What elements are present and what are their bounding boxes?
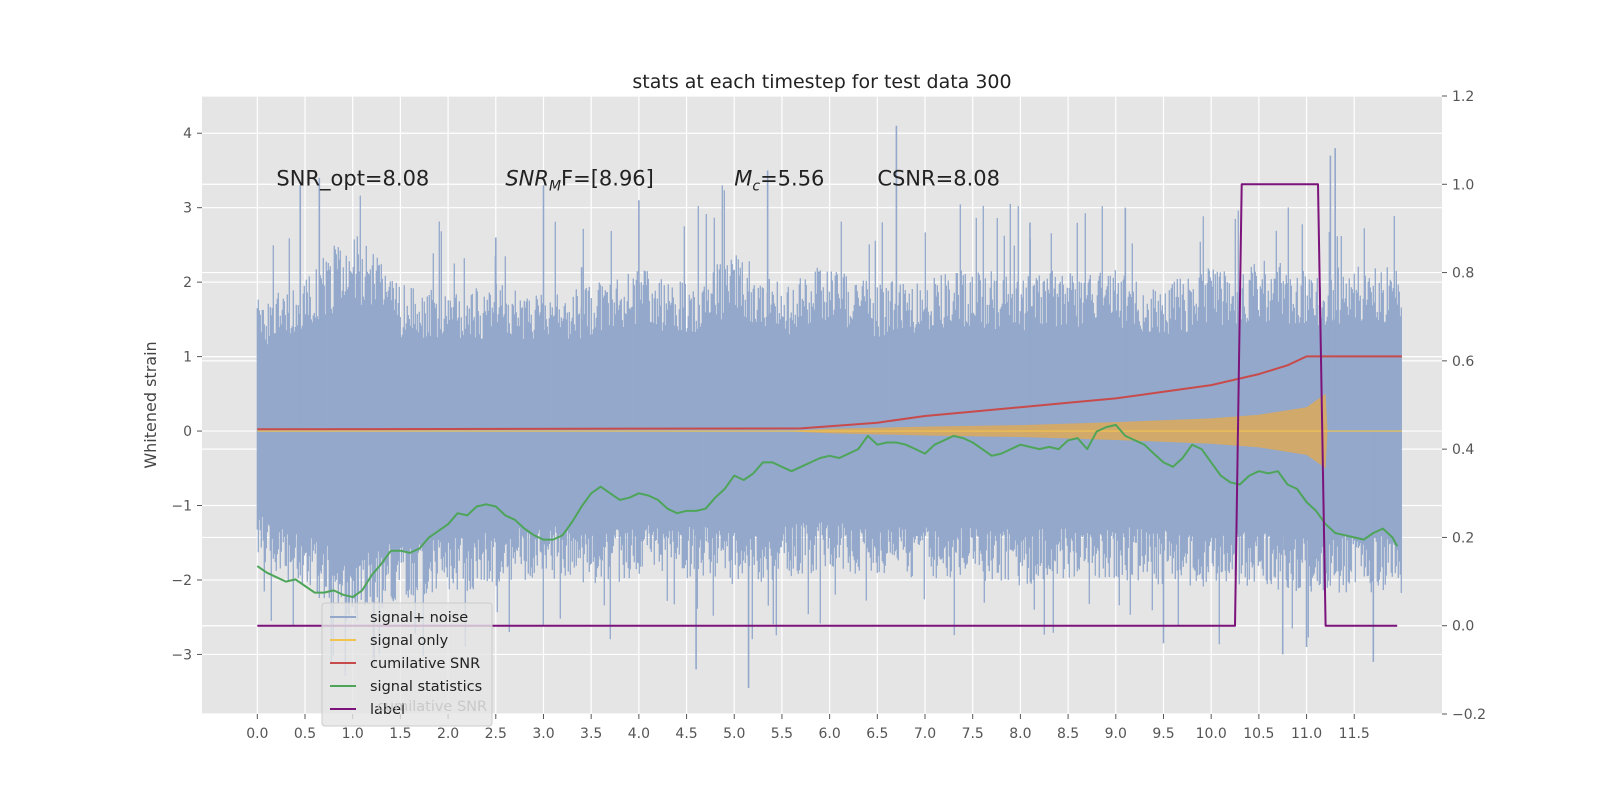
legend: signal+ noise signal only cumilative SNR si… — [321, 602, 493, 727]
x-tick-label: 4.0 — [628, 726, 650, 742]
x-tick-label: 6.5 — [866, 726, 888, 742]
chart-title: stats at each timestep for test data 300 — [632, 71, 1011, 93]
x-tick-label: 10.5 — [1243, 726, 1274, 742]
annotation-main: M — [734, 166, 752, 190]
y2-tick-label: 1.0 — [1452, 177, 1474, 193]
x-tick-label: 1.0 — [342, 726, 364, 742]
x-tick-label: 8.5 — [1057, 726, 1079, 742]
annotation-rest: F=[8.96] — [561, 166, 654, 190]
y2-tick-label: 0.8 — [1452, 266, 1474, 282]
annotation-main: SNR — [505, 166, 549, 190]
y-tick-label: 3 — [183, 201, 192, 217]
x-tick-label: 11.0 — [1291, 726, 1322, 742]
annotation-1: SNRMF=[8.96] — [505, 166, 654, 194]
annotation-0: SNR_opt=8.08 — [276, 166, 429, 191]
x-tick-label: 1.5 — [389, 726, 411, 742]
annotation-3: CSNR=8.08 — [877, 166, 1000, 190]
series-line-cumilative-SNR — [257, 355, 1402, 431]
legend-entry: label — [370, 702, 405, 718]
legend-entry: cumilative SNR — [370, 656, 480, 672]
x-tick-label: 4.5 — [675, 726, 697, 742]
legend-ghost-text: cumilative SNR — [377, 699, 487, 715]
y-axis-label: Whitened strain — [141, 341, 160, 468]
y-tick-label: −2 — [171, 573, 192, 589]
annotation-sub: c — [752, 178, 760, 194]
annotation-2: Mc=5.56 — [734, 166, 824, 194]
x-tick-label: 2.0 — [437, 726, 459, 742]
legend-entry: signal statistics — [370, 679, 482, 695]
signal-only-series — [257, 393, 1402, 469]
x-tick-label: 6.0 — [818, 726, 840, 742]
y2-tick-label: −0.2 — [1452, 707, 1486, 723]
y2-tick-label: 0.0 — [1452, 619, 1474, 635]
y-tick-label: 0 — [183, 424, 192, 440]
x-tick-label: 9.0 — [1105, 726, 1127, 742]
x-tick-label: 8.0 — [1009, 726, 1031, 742]
y-tick-label: 4 — [183, 126, 192, 142]
axis-ticks: 0.0 0.5 1.0 1.5 2.0 2.5 3.0 3.5 4.0 4.5 5.0 5.5 6.0 6… — [171, 89, 1486, 742]
series-line-label — [257, 183, 1398, 627]
annotation-sub: M — [549, 178, 561, 194]
series-line-signal-statistics — [256, 423, 1399, 598]
y-tick-label: −1 — [171, 499, 192, 515]
x-tick-label: 3.0 — [532, 726, 554, 742]
y2-tick-label: 0.4 — [1452, 442, 1474, 458]
x-tick-label: 5.0 — [723, 726, 745, 742]
annotations: SNR_opt=8.08 SNRMF=[8.96] Mc=5.56 CSNR=8.08 — [276, 166, 1000, 194]
x-tick-label: 7.5 — [962, 726, 984, 742]
y2-tick-label: 1.2 — [1452, 89, 1474, 105]
legend-box — [321, 602, 493, 727]
y2-tick-label: 0.2 — [1452, 530, 1474, 546]
annotation-rest: =5.56 — [760, 166, 824, 190]
x-tick-label: 11.5 — [1339, 726, 1370, 742]
y2-tick-label: 0.6 — [1452, 354, 1474, 370]
x-tick-label: 0.0 — [246, 726, 268, 742]
x-tick-label: 0.5 — [294, 726, 316, 742]
legend-entry: signal only — [370, 633, 449, 649]
y-tick-label: 1 — [183, 350, 192, 366]
x-tick-label: 5.5 — [771, 726, 793, 742]
x-tick-label: 3.5 — [580, 726, 602, 742]
x-tick-label: 2.5 — [485, 726, 507, 742]
line-series — [256, 183, 1402, 627]
x-tick-label: 10.0 — [1196, 726, 1227, 742]
x-tick-label: 7.0 — [914, 726, 936, 742]
x-tick-label: 9.5 — [1152, 726, 1174, 742]
legend-entry: signal+ noise — [370, 610, 468, 626]
y-tick-label: 2 — [183, 275, 192, 291]
y-tick-label: −3 — [171, 647, 192, 663]
